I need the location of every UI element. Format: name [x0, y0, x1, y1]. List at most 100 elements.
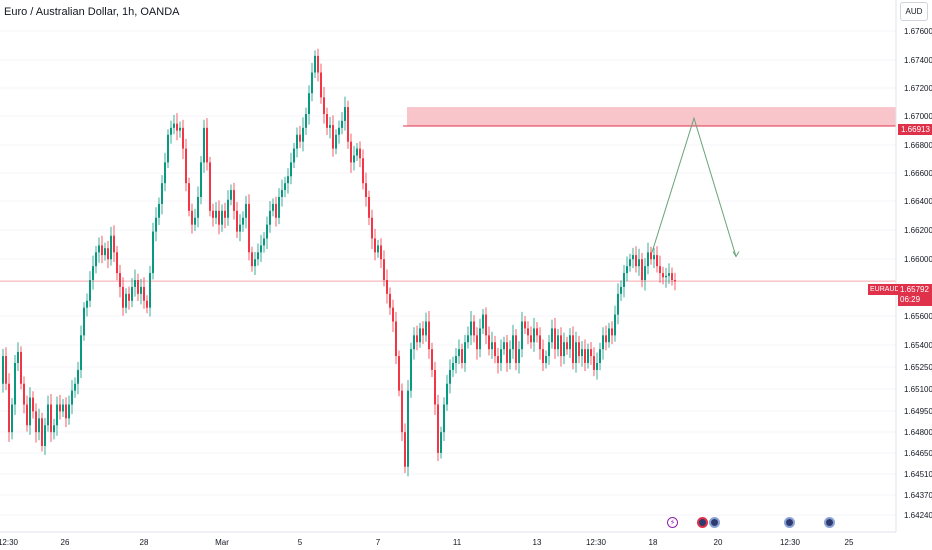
candle-body [338, 127, 340, 135]
candle-body [386, 280, 388, 294]
candle-body [482, 314, 484, 329]
lightning-icon[interactable]: ⚡ [667, 517, 678, 528]
candle-body [632, 255, 634, 260]
y-tick-label: 1.67400 [904, 56, 932, 65]
candle-body [212, 210, 214, 218]
candle-body [371, 217, 373, 239]
candle-body [269, 210, 271, 225]
candle-body [53, 425, 55, 433]
candle-body [434, 369, 436, 405]
candle-body [344, 107, 346, 121]
candle-body [581, 349, 583, 357]
candle-body [119, 273, 121, 287]
candle-body [644, 266, 646, 280]
candle-body [401, 390, 403, 433]
y-tick-label: 1.67600 [904, 27, 932, 36]
candle-body [14, 363, 16, 405]
event-dot-icon[interactable] [824, 517, 835, 528]
last-price-label: 1.65792 06:29 [898, 284, 932, 306]
candle-body [590, 349, 592, 357]
candle-body [83, 307, 85, 336]
candle-body [464, 342, 466, 363]
candle-body [419, 328, 421, 343]
candle-body [479, 328, 481, 350]
candle-body [311, 72, 313, 94]
candle-body [380, 245, 382, 260]
candle-body [383, 259, 385, 280]
candle-body [140, 286, 142, 294]
candle-body [533, 328, 535, 343]
y-tick-label: 1.66600 [904, 169, 932, 178]
candle-body [191, 210, 193, 225]
candle-body [263, 238, 265, 246]
candle-body [605, 335, 607, 343]
candle-body [587, 349, 589, 363]
candle-body [29, 397, 31, 426]
candle-body [203, 127, 205, 163]
candle-body [362, 158, 364, 184]
candle-body [647, 252, 649, 267]
candle-body [572, 335, 574, 363]
candle-body [308, 93, 310, 114]
event-dot-icon[interactable] [709, 517, 720, 528]
candle-body [278, 197, 280, 218]
candle-body [320, 72, 322, 98]
candle-body [404, 432, 406, 467]
candle-body [245, 203, 247, 218]
candle-body [125, 293, 127, 308]
candle-body [377, 245, 379, 253]
candle-body [350, 141, 352, 163]
candle-body [155, 217, 157, 232]
candle-body [458, 349, 460, 357]
candle-body [158, 203, 160, 218]
candle-body [599, 349, 601, 363]
candle-body [515, 335, 517, 363]
candle-body [653, 255, 655, 260]
candle-body [410, 349, 412, 391]
event-dot-icon[interactable] [784, 517, 795, 528]
candle-body [392, 307, 394, 322]
y-tick-label: 1.66400 [904, 197, 932, 206]
candle-body [152, 231, 154, 274]
candle-body [131, 286, 133, 301]
candle-body [395, 321, 397, 357]
y-tick-label: 1.65100 [904, 385, 932, 394]
x-tick-label: Mar [215, 538, 229, 547]
candle-body [188, 183, 190, 211]
candle-body [113, 235, 115, 253]
resistance-zone-rect [407, 107, 896, 127]
candle-body [449, 369, 451, 384]
y-tick-label: 1.64650 [904, 449, 932, 458]
last-price-value: 1.65792 [900, 285, 929, 294]
x-tick-label: 11 [453, 538, 462, 547]
candle-body [236, 210, 238, 232]
x-tick-label: 12:30 [586, 538, 607, 547]
candle-body [521, 321, 523, 350]
candle-body [431, 349, 433, 370]
candle-body [98, 245, 100, 253]
candle-body [179, 127, 181, 131]
candle-body [290, 162, 292, 177]
candle-body [602, 335, 604, 350]
candle-body [500, 349, 502, 363]
candle-body [107, 248, 109, 260]
candle-body [194, 217, 196, 225]
candle-body [545, 356, 547, 363]
candle-body [74, 383, 76, 391]
y-tick-label: 1.65400 [904, 341, 932, 350]
candle-body [164, 162, 166, 184]
eu-flag-icon[interactable] [697, 517, 708, 528]
candle-body [326, 114, 328, 128]
x-tick-label: 20 [714, 538, 723, 547]
candle-body [134, 280, 136, 287]
candle-body [32, 397, 34, 412]
x-tick-label: 13 [533, 538, 542, 547]
candle-body [299, 134, 301, 142]
candle-body [185, 148, 187, 184]
candle-body [674, 280, 676, 282]
candle-body [62, 404, 64, 412]
currency-button[interactable]: AUD [900, 2, 928, 21]
countdown-value: 06:29 [900, 295, 921, 304]
candle-body [182, 127, 184, 149]
